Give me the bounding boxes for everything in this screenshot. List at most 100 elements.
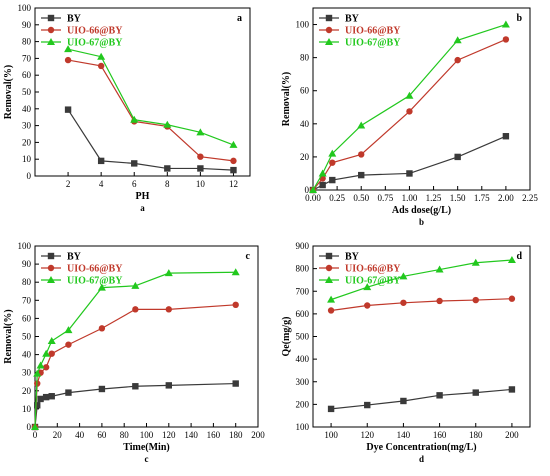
- x-tick-label: 1.25: [426, 193, 442, 203]
- data-point: [318, 169, 327, 177]
- data-point: [230, 157, 237, 165]
- data-point: [230, 166, 237, 174]
- y-tick-label: 30: [22, 368, 32, 378]
- legend-label: UIO-66@BY: [67, 264, 123, 275]
- data-point: [97, 52, 106, 60]
- series-line-uio-66-by: [67, 59, 234, 162]
- data-point: [98, 385, 106, 393]
- panel-caption: b: [419, 217, 424, 227]
- panel-d: 100 120 140 160 180 200 100 200 300 400 500 600 700 8…: [281, 241, 531, 464]
- legend-marker: [47, 14, 55, 22]
- y-axis-label: Removal(%): [281, 72, 292, 126]
- y-tick-label: 90: [22, 259, 32, 269]
- legend-marker: [47, 252, 55, 260]
- x-axis-label: PH: [136, 191, 150, 202]
- legend-marker: [325, 38, 333, 45]
- data-point: [358, 151, 365, 158]
- panel-letter: c: [246, 251, 251, 262]
- data-point: [97, 283, 106, 291]
- data-point: [502, 133, 510, 140]
- y-tick-label: 0: [27, 171, 32, 181]
- panel-caption: c: [145, 454, 149, 464]
- series-line-uio-66-by: [34, 304, 236, 428]
- data-point: [64, 106, 72, 113]
- y-tick-label: 300: [296, 377, 310, 387]
- data-point: [329, 159, 336, 166]
- x-tick-label: 120: [361, 430, 375, 440]
- data-point: [232, 301, 239, 309]
- data-point: [472, 389, 479, 396]
- y-tick-label: 400: [296, 354, 310, 364]
- data-point: [309, 186, 317, 193]
- x-tick-label: 2.00: [498, 193, 514, 203]
- x-tick-label: 120: [162, 430, 176, 440]
- y-tick-label: 100: [18, 3, 32, 13]
- y-tick-label: 20: [22, 386, 32, 396]
- legend-marker: [47, 264, 55, 272]
- data-point: [400, 299, 407, 306]
- series-line-uio-67-by: [330, 259, 512, 301]
- data-point: [197, 165, 204, 172]
- data-point: [436, 297, 443, 305]
- data-point: [363, 283, 372, 291]
- legend-entry: BY: [319, 14, 360, 25]
- legend-marker: [325, 26, 333, 34]
- data-point: [64, 326, 73, 334]
- legend-marker: [325, 264, 333, 272]
- data-point: [131, 160, 138, 167]
- legend-entry: BY: [41, 14, 82, 25]
- y-tick-label: 500: [296, 332, 310, 342]
- y-tick-label: 50: [22, 87, 32, 97]
- legend-label: UIO-66@BY: [345, 264, 401, 275]
- x-tick-label: 0.50: [353, 193, 369, 203]
- legend-marker: [325, 276, 333, 283]
- legend-marker: [325, 14, 333, 22]
- data-point: [197, 153, 204, 160]
- data-point: [132, 383, 139, 390]
- y-tick-label: 200: [296, 399, 310, 409]
- data-point: [453, 36, 462, 44]
- x-tick-label: 140: [397, 430, 411, 440]
- y-tick-label: 20: [300, 152, 310, 162]
- data-point: [501, 20, 510, 28]
- data-point: [472, 296, 479, 304]
- legend-entry: UIO-66@BY: [41, 264, 123, 275]
- x-tick-label: 2.25: [522, 193, 538, 203]
- y-tick-label: 700: [296, 286, 310, 296]
- legend-entry: UIO-66@BY: [41, 26, 123, 37]
- y-tick-label: 30: [22, 121, 32, 131]
- y-tick-label: 0: [27, 422, 32, 432]
- series-line-uio-67-by: [34, 271, 236, 428]
- legend-entry: UIO-67@BY: [41, 38, 123, 49]
- data-point: [508, 386, 516, 393]
- legend-entry: UIO-67@BY: [41, 276, 123, 287]
- y-tick-label: 40: [22, 104, 32, 114]
- legend-entry: UIO-66@BY: [319, 26, 401, 37]
- data-point: [327, 307, 335, 314]
- y-tick-label: 100: [296, 422, 310, 432]
- data-point: [406, 108, 413, 115]
- data-point: [131, 281, 140, 289]
- y-tick-label: 10: [22, 404, 32, 414]
- data-point: [37, 395, 44, 403]
- legend-label: UIO-67@BY: [67, 276, 123, 287]
- y-tick-label: 10: [22, 154, 32, 164]
- panel-letter: b: [516, 13, 522, 24]
- panel-letter: d: [516, 251, 522, 262]
- x-tick-label: 12: [229, 179, 238, 189]
- x-tick-label: 0.00: [305, 193, 321, 203]
- data-point: [327, 405, 335, 413]
- legend-marker: [47, 26, 55, 34]
- legend-entry: BY: [319, 252, 360, 263]
- x-axis-label: Dye Concentration(mg/L): [366, 442, 476, 453]
- y-axis-label: Removal(%): [3, 65, 14, 119]
- data-point: [399, 272, 408, 280]
- data-point: [33, 369, 42, 377]
- data-point: [329, 176, 336, 184]
- y-tick-label: 100: [18, 241, 32, 251]
- y-axis-label: Qe(mg/g): [281, 317, 292, 357]
- data-point: [405, 91, 414, 99]
- series-line-uio-66-by: [331, 298, 512, 312]
